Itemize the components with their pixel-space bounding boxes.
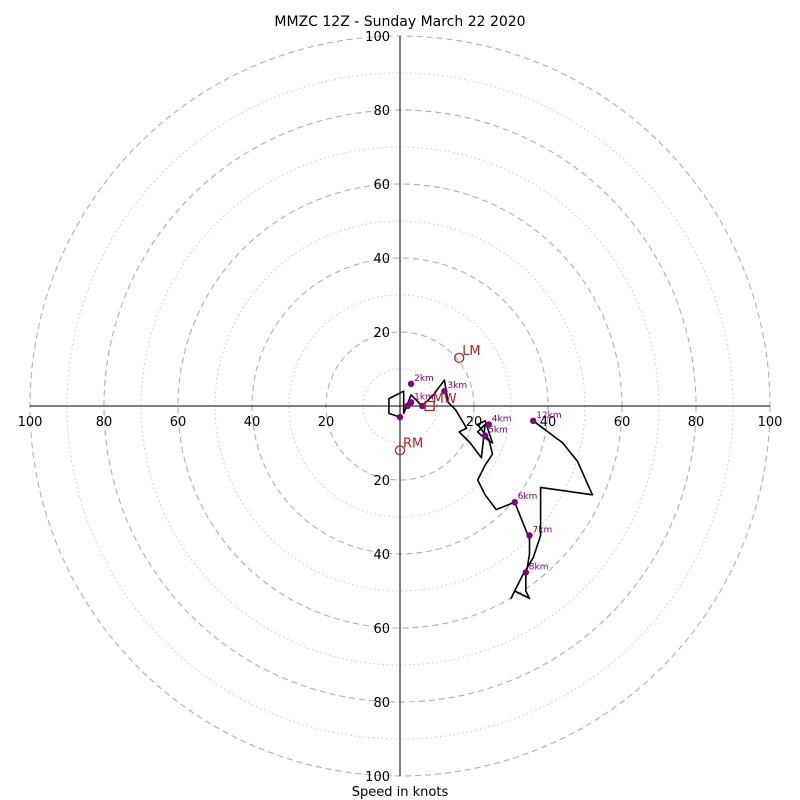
- height-point-unlabeled-0: [396, 413, 404, 421]
- tick-label-east-80: 80: [688, 415, 705, 430]
- height-point-8km: [522, 569, 529, 576]
- tick-label-north-80: 80: [373, 104, 390, 119]
- tick-label-west-40: 40: [244, 415, 261, 430]
- tick-label-west-80: 80: [96, 415, 113, 430]
- tick-label-south-80: 80: [373, 696, 390, 711]
- height-label-5km: 5km: [488, 426, 508, 436]
- tick-label-south-60: 60: [373, 622, 390, 637]
- rm-label: RM: [403, 436, 423, 451]
- tick-label-north-20: 20: [373, 326, 390, 341]
- height-label-12km: 12km: [536, 411, 561, 421]
- height-label-7km: 7km: [533, 526, 553, 536]
- tick-label-west-20: 20: [318, 415, 335, 430]
- tick-label-east-40: 40: [540, 415, 557, 430]
- tick-label-north-100: 100: [365, 30, 390, 45]
- height-label-3km: 3km: [447, 381, 467, 391]
- tick-label-north-40: 40: [373, 252, 390, 267]
- height-point-2km: [407, 380, 415, 387]
- tick-label-north-60: 60: [373, 178, 390, 193]
- tick-label-west-100: 100: [18, 415, 43, 430]
- height-point-5km: [481, 432, 489, 439]
- hodograph-line: [388, 379, 594, 600]
- chart-title: MMZC 12Z - Sunday March 22 2020: [274, 14, 525, 30]
- storm-motion-markers: LM RM MW: [394, 344, 481, 456]
- tick-label-west-60: 60: [170, 415, 187, 430]
- tick-label-south-40: 40: [373, 548, 390, 563]
- height-point-unlabeled-2: [419, 402, 426, 410]
- hodograph-trace-group: [388, 379, 594, 600]
- height-label-1km: 1km: [414, 392, 434, 402]
- height-point-12km: [530, 417, 537, 424]
- height-point-6km: [511, 499, 518, 506]
- height-label-8km: 8km: [529, 563, 549, 573]
- tick-label-east-100: 100: [758, 415, 783, 430]
- height-point-3km: [441, 388, 448, 395]
- tick-label-south-100: 100: [365, 770, 390, 785]
- height-label-4km: 4km: [492, 415, 512, 425]
- height-point-4km: [485, 421, 492, 428]
- height-point-1km: [407, 399, 415, 406]
- axes: [30, 36, 770, 776]
- rm-marker: [394, 445, 406, 456]
- lm-marker: [454, 352, 465, 364]
- x-axis-label: Speed in knots: [352, 785, 449, 800]
- mw-label: MW: [433, 392, 457, 407]
- lm-label: LM: [462, 344, 480, 359]
- mw-marker: [424, 400, 435, 412]
- tick-label-east-60: 60: [614, 415, 631, 430]
- height-label-6km: 6km: [518, 492, 538, 502]
- tick-label-south-20: 20: [373, 474, 390, 489]
- height-point-7km: [526, 532, 533, 539]
- height-label-2km: 2km: [414, 374, 434, 384]
